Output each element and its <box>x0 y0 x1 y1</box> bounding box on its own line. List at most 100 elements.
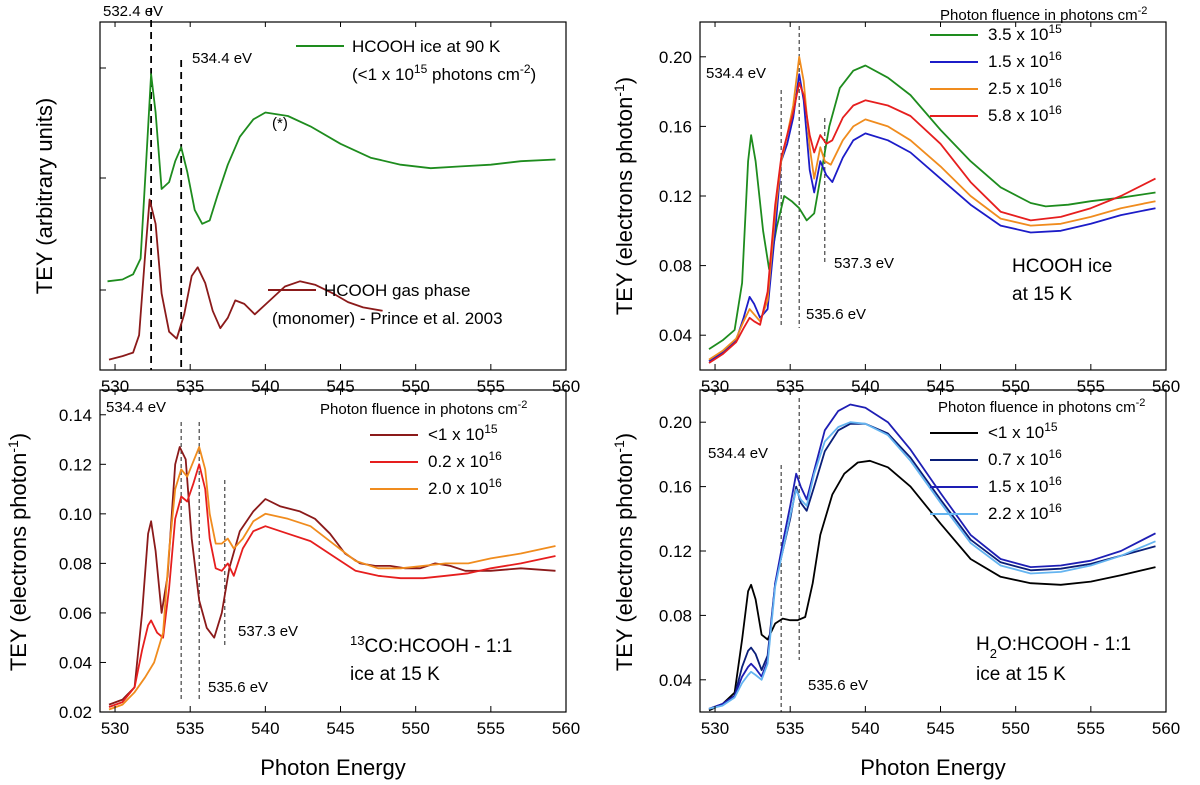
y-tick-label: 0.08 <box>659 606 692 625</box>
legend-entry: 1.5 x 1016 <box>988 49 1062 71</box>
x-tick-label: 550 <box>1001 377 1029 396</box>
x-tick-label: 530 <box>101 719 129 738</box>
panel-a-frame <box>99 21 567 371</box>
panel-c-vline-label-534: 534.4 eV <box>106 399 166 416</box>
x-tick-label: 550 <box>401 377 429 396</box>
panel-b-legend: 3.5 x 1015 1.5 x 1016 2.5 x 1016 5.8 x 1016 <box>930 22 1062 125</box>
panel-d-vline-label-535: 535.6 eV <box>808 677 868 694</box>
legend-entry: 5.8 x 1016 <box>988 103 1062 125</box>
legend-entry: <1 x 1015 <box>988 420 1058 442</box>
panel-a-legend-gas-ref: (monomer) - Prince et al. 2003 <box>272 309 503 328</box>
panel-b-annotation-1: HCOOH ice <box>1012 256 1112 277</box>
panel-c-xlabel: Photon Energy <box>260 755 406 780</box>
x-tick-label: 530 <box>701 377 729 396</box>
series-line-a-1 <box>108 198 383 361</box>
y-tick-label: 0.16 <box>659 117 692 136</box>
panel-a: 530 535 540 545 550 555 560 TEY (arbitrary uni… <box>32 3 580 396</box>
panel-b-annotation-2: at 15 K <box>1012 284 1073 305</box>
panel-c-legend: <1 x 1015 0.2 x 1016 2.0 x 1016 <box>370 422 502 498</box>
y-tick-label: 0.16 <box>659 478 692 497</box>
x-tick-label: 540 <box>851 719 879 738</box>
series-line-d-2 <box>708 403 1156 710</box>
series-line-d-3 <box>708 421 1156 710</box>
panel-d-legend-title: Photon fluence in photons cm-2 <box>938 397 1145 416</box>
panel-b-plot-area <box>708 26 1156 364</box>
legend-entry: 2.2 x 1016 <box>988 501 1062 523</box>
y-tick-label: 0.10 <box>59 505 92 524</box>
series-line-c-1 <box>108 463 556 708</box>
panel-b-vline-label-537: 537.3 eV <box>834 255 894 272</box>
panel-c-annotation-2: ice at 15 K <box>350 664 440 685</box>
y-tick-label: 0.02 <box>59 703 92 722</box>
x-tick-label: 530 <box>701 719 729 738</box>
panel-c-legend-title: Photon fluence in photons cm-2 <box>320 399 527 418</box>
panel-b-legend-title: Photon fluence in photons cm-2 <box>940 5 1147 24</box>
y-tick-label: 0.08 <box>59 554 92 573</box>
panel-b-xticks: 530 535 540 545 550 555 560 <box>701 22 1180 396</box>
y-tick-label: 0.12 <box>659 542 692 561</box>
panel-a-plot-area <box>107 8 556 370</box>
x-tick-label: 555 <box>1077 719 1105 738</box>
x-tick-label: 535 <box>176 719 204 738</box>
x-tick-label: 545 <box>926 719 954 738</box>
x-tick-label: 540 <box>851 377 879 396</box>
panel-d-vline-label-534: 534.4 eV <box>708 445 768 462</box>
x-tick-label: 535 <box>776 377 804 396</box>
panel-a-legend-ice: HCOOH ice at 90 K <box>352 37 501 56</box>
legend-entry: 2.5 x 1016 <box>988 76 1062 98</box>
y-tick-label: 0.04 <box>659 326 692 345</box>
x-tick-label: 555 <box>1077 377 1105 396</box>
x-tick-label: 555 <box>477 377 505 396</box>
x-tick-label: 550 <box>1001 719 1029 738</box>
panel-a-annotation-star: (*) <box>272 115 288 132</box>
panel-d-yticks: 0.04 0.08 0.12 0.16 0.20 <box>659 413 706 690</box>
y-tick-label: 0.08 <box>659 257 692 276</box>
x-tick-label: 540 <box>251 377 279 396</box>
x-tick-label: 560 <box>1152 719 1180 738</box>
y-tick-label: 0.04 <box>59 653 92 672</box>
series-line-d-0 <box>708 459 1156 712</box>
y-tick-label: 0.12 <box>659 187 692 206</box>
y-tick-label: 0.20 <box>659 413 692 432</box>
panel-d-ylabel: TEY (electrons photon-1) <box>611 433 637 671</box>
panel-a-vline-label-532: 532.4 eV <box>103 3 163 20</box>
x-tick-label: 560 <box>552 377 580 396</box>
series-line-a-0 <box>107 73 556 283</box>
panel-a-vline-label-534: 534.4 eV <box>192 50 252 67</box>
x-tick-label: 560 <box>552 719 580 738</box>
y-tick-label: 0.04 <box>659 671 692 690</box>
panel-a-legend-ice-fluence: (<1 x 1015 photons cm-2) <box>352 62 536 84</box>
panel-d-legend: <1 x 1015 0.7 x 1016 1.5 x 1016 2.2 x 1016 <box>930 420 1062 523</box>
x-tick-label: 540 <box>251 719 279 738</box>
series-line-b-0 <box>708 64 1156 350</box>
x-tick-label: 560 <box>1152 377 1180 396</box>
series-line-c-0 <box>108 446 556 706</box>
panel-c-yticks: 0.02 0.04 0.06 0.08 0.10 0.12 0.14 <box>59 406 106 722</box>
x-tick-label: 535 <box>176 377 204 396</box>
y-tick-label: 0.20 <box>659 48 692 67</box>
panel-c-xticks: 530 535 540 545 550 555 560 <box>101 390 580 738</box>
panel-b-vline-label-535: 535.6 eV <box>806 306 866 323</box>
panel-c-plot-area <box>108 422 556 711</box>
series-line-b-1 <box>708 73 1156 363</box>
panel-c-annotation-1: 13CO:HCOOH - 1:1 <box>350 633 512 658</box>
y-tick-label: 0.14 <box>59 406 92 425</box>
legend-entry: 0.7 x 1016 <box>988 447 1062 469</box>
panel-d-annotation-1: H2O:HCOOH - 1:1 <box>976 634 1131 661</box>
panel-c-vline-label-537: 537.3 eV <box>238 623 298 640</box>
panel-d-frame <box>699 389 1167 713</box>
panel-b-yticks: 0.04 0.08 0.12 0.16 0.20 <box>659 48 706 345</box>
panel-c-frame <box>99 389 567 713</box>
panel-b-vline-label-534: 534.4 eV <box>706 65 766 82</box>
legend-entry: 3.5 x 1015 <box>988 22 1062 44</box>
panel-b: 530 535 540 545 550 555 560 0.040.080.120.160.… <box>611 5 1180 396</box>
x-tick-label: 550 <box>401 719 429 738</box>
series-line-d-1 <box>708 422 1156 710</box>
y-tick-label: 0.06 <box>59 604 92 623</box>
panel-b-ylabel: TEY (electrons photon-1) <box>611 77 637 315</box>
panel-c-vline-label-535: 535.6 eV <box>208 679 268 696</box>
panel-c: 530 535 540 545 550 555 560 0.020.040.060.080.… <box>5 389 580 780</box>
panel-a-ylabel: TEY (arbitrary units) <box>32 98 57 294</box>
panel-d: 530 535 540 545 550 555 560 0.040.080.120.160.… <box>611 389 1180 780</box>
